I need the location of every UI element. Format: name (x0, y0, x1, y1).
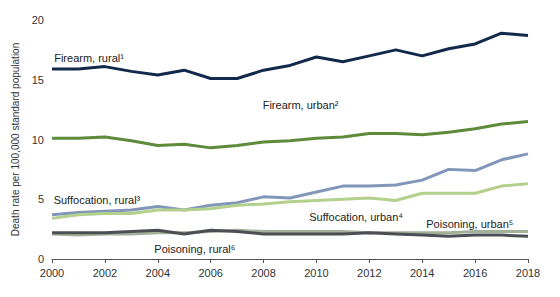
svg-text:2012: 2012 (357, 267, 381, 279)
svg-text:2008: 2008 (251, 267, 275, 279)
svg-text:Poisoning, rural⁶: Poisoning, rural⁶ (154, 243, 235, 255)
svg-text:20: 20 (32, 14, 44, 26)
svg-text:2018: 2018 (516, 267, 540, 279)
svg-text:10: 10 (32, 134, 44, 146)
svg-text:Suffocation, urban⁴: Suffocation, urban⁴ (309, 211, 403, 223)
svg-text:2010: 2010 (304, 267, 328, 279)
svg-text:2016: 2016 (463, 267, 487, 279)
svg-text:2002: 2002 (93, 267, 117, 279)
svg-text:2006: 2006 (198, 267, 222, 279)
svg-text:Death rate per 100,000 standar: Death rate per 100,000 standard populati… (10, 43, 21, 236)
svg-text:2004: 2004 (146, 267, 170, 279)
svg-text:5: 5 (38, 193, 44, 205)
svg-text:15: 15 (32, 74, 44, 86)
svg-text:Firearm, urban²: Firearm, urban² (263, 99, 339, 111)
svg-text:0: 0 (38, 253, 44, 265)
svg-text:Suffocation, rural³: Suffocation, rural³ (54, 194, 141, 206)
svg-text:Poisoning, urban⁵: Poisoning, urban⁵ (426, 218, 513, 230)
svg-text:2000: 2000 (40, 267, 64, 279)
svg-text:2014: 2014 (410, 267, 434, 279)
svg-text:Firearm, rural¹: Firearm, rural¹ (54, 52, 124, 64)
